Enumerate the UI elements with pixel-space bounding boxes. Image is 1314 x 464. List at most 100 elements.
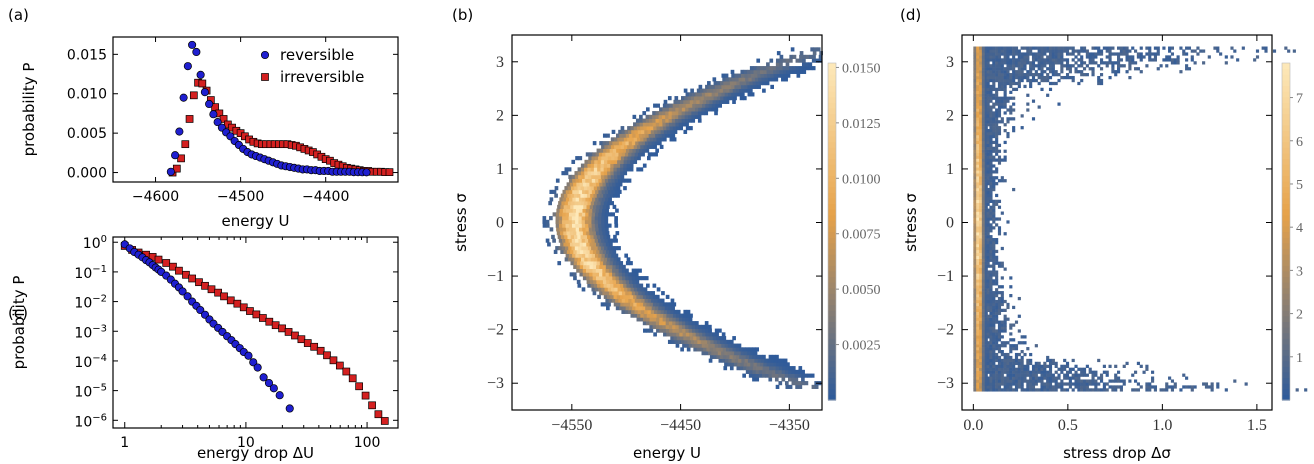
heatmap-cell <box>617 159 621 164</box>
heatmap-cell <box>690 339 695 344</box>
heatmap-cell <box>973 264 977 268</box>
heatmap-cell <box>587 163 592 168</box>
heatmap-cell <box>1006 78 1010 83</box>
heatmap-cell <box>1012 75 1016 80</box>
heatmap-cell <box>1017 341 1021 345</box>
heatmap-cell <box>1071 58 1075 62</box>
heatmap-cell <box>995 373 999 377</box>
heatmap-cell <box>1168 58 1172 62</box>
heatmap-cell <box>979 143 983 147</box>
heatmap-cell <box>1125 46 1129 50</box>
heatmap-cell <box>1145 382 1149 386</box>
heatmap-cell <box>986 355 990 360</box>
heatmap-cell <box>758 373 763 378</box>
heatmap-cell <box>1014 370 1019 374</box>
heatmap-cell <box>1094 385 1098 389</box>
heatmap-cell <box>992 217 996 221</box>
heatmap-cell <box>1029 61 1033 65</box>
heatmap-cell <box>604 174 608 179</box>
data-point-irreversible <box>361 391 370 400</box>
heatmap-cell <box>572 223 576 228</box>
heatmap-cell <box>598 208 603 213</box>
heatmap-cell <box>748 373 753 378</box>
heatmap-cell <box>620 294 624 299</box>
heatmap-cell <box>992 105 996 109</box>
colorbar-segment <box>1282 169 1290 176</box>
heatmap-cell <box>973 61 977 65</box>
heatmap-cell <box>979 164 983 168</box>
heatmap-cell <box>1000 84 1004 89</box>
heatmap-cell <box>671 114 676 119</box>
heatmap-cell <box>1136 55 1140 59</box>
heatmap-cell <box>757 73 762 78</box>
heatmap-cell <box>579 182 584 187</box>
heatmap-cell <box>613 283 618 288</box>
heatmap-cell <box>1065 49 1070 53</box>
heatmap-cell <box>597 174 602 179</box>
heatmap-cell <box>619 133 623 138</box>
heatmap-cell <box>973 205 977 209</box>
heatmap-cell <box>752 377 756 382</box>
heatmap-cell <box>681 114 686 119</box>
heatmap-cell <box>687 339 692 344</box>
heatmap-cell <box>976 296 980 301</box>
heatmap-cell <box>973 276 977 280</box>
heatmap-cell <box>984 161 988 165</box>
heatmap-cell <box>984 361 988 366</box>
colorbar-segment <box>1282 214 1290 221</box>
heatmap-cell <box>678 321 683 326</box>
heatmap-cell <box>973 258 977 262</box>
heatmap-cell <box>973 137 977 142</box>
heatmap-cell <box>672 122 676 127</box>
heatmap-cell <box>598 253 602 258</box>
heatmap-cell <box>599 231 603 236</box>
heatmap-cell <box>1006 52 1010 56</box>
heatmap-cell <box>656 126 661 131</box>
heatmap-cell <box>995 270 999 274</box>
heatmap-cell <box>1048 58 1053 62</box>
heatmap-cell <box>679 332 684 337</box>
heatmap-cell <box>984 105 988 109</box>
heatmap-cell <box>1014 347 1019 351</box>
heatmap-cell <box>981 296 985 301</box>
heatmap-cell <box>995 314 999 318</box>
heatmap-cell <box>995 70 999 74</box>
heatmap-cell <box>986 52 990 56</box>
heatmap-cell <box>581 238 586 243</box>
heatmap-cell <box>768 369 773 374</box>
heatmap-cell <box>1014 87 1019 92</box>
heatmap-cell <box>672 332 677 337</box>
heatmap-cell <box>986 199 990 203</box>
heatmap-cell <box>986 379 990 383</box>
heatmap-cell <box>631 298 636 303</box>
heatmap-cell <box>722 88 727 93</box>
heatmap-cell <box>558 246 563 251</box>
heatmap-cell <box>688 343 693 348</box>
heatmap-cell <box>973 126 977 130</box>
heatmap-cell <box>721 332 726 337</box>
heatmap-cell <box>997 129 1002 133</box>
heatmap-cell <box>578 246 582 251</box>
heatmap-cell <box>693 347 698 352</box>
heatmap-cell <box>973 199 977 203</box>
heatmap-cell <box>976 78 980 83</box>
heatmap-cell <box>675 103 680 108</box>
heatmap-cell <box>997 108 1002 112</box>
heatmap-cell <box>583 261 588 266</box>
heatmap-cell <box>981 152 985 156</box>
heatmap-cell <box>992 176 996 180</box>
heatmap-cell <box>995 202 999 206</box>
heatmap-cell <box>976 196 980 201</box>
heatmap-cell <box>976 358 980 363</box>
heatmap-cell <box>731 84 735 89</box>
heatmap-cell <box>1012 379 1016 383</box>
heatmap-cell <box>997 296 1002 301</box>
heatmap-cell <box>986 123 990 127</box>
heatmap-cell <box>1131 61 1135 65</box>
heatmap-cell <box>979 140 983 145</box>
heatmap-cell <box>1009 78 1013 83</box>
heatmap-cell <box>792 66 796 71</box>
heatmap-cell <box>679 99 684 104</box>
heatmap-cell <box>712 77 717 82</box>
heatmap-cell <box>656 313 661 318</box>
